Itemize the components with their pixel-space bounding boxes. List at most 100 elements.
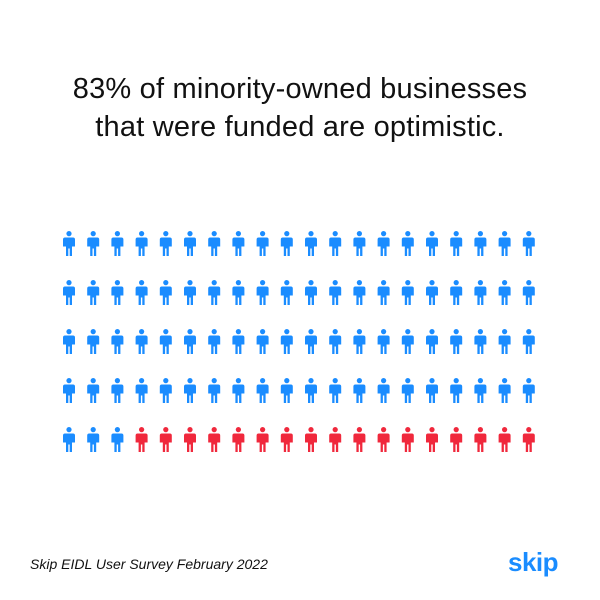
person-icon <box>401 427 414 452</box>
person-icon <box>498 329 511 354</box>
person-icon <box>498 427 511 452</box>
person-icon <box>159 427 172 452</box>
person-icon <box>135 329 148 354</box>
person-icon <box>377 427 390 452</box>
person-icon <box>256 280 269 305</box>
person-icon <box>63 378 75 403</box>
person-icon <box>305 378 317 403</box>
person-icon <box>305 231 317 256</box>
person-icon <box>87 378 100 403</box>
person-icon <box>474 378 487 403</box>
person-icon <box>450 231 463 256</box>
person-icon <box>401 280 414 305</box>
person-icon <box>280 378 293 403</box>
person-icon <box>208 231 221 256</box>
person-icon <box>135 427 148 452</box>
title-line-1: 83% of minority-owned businesses <box>72 73 528 105</box>
person-icon <box>522 329 535 354</box>
person-icon <box>111 378 124 403</box>
person-icon <box>522 280 535 305</box>
person-icon <box>280 329 293 354</box>
person-icon <box>377 378 390 403</box>
person-icon <box>208 329 221 354</box>
person-icon <box>377 280 390 305</box>
person-icon <box>426 427 438 452</box>
person-icon <box>111 231 124 256</box>
person-icon <box>159 329 172 354</box>
person-icon <box>184 231 196 256</box>
person-icon <box>63 231 75 256</box>
person-icon <box>256 329 269 354</box>
person-icon <box>232 427 245 452</box>
chart-title: 83% of minority-owned businesses that we… <box>0 70 600 146</box>
person-icon <box>329 231 342 256</box>
person-icon <box>401 231 414 256</box>
person-icon <box>111 280 124 305</box>
person-icon <box>159 231 172 256</box>
person-icon <box>184 427 196 452</box>
person-icon <box>426 231 438 256</box>
person-icon <box>256 427 269 452</box>
person-icon <box>353 280 366 305</box>
person-icon <box>353 378 366 403</box>
person-icon <box>208 378 221 403</box>
person-icon <box>522 378 535 403</box>
person-icon <box>305 280 317 305</box>
person-icon <box>280 280 293 305</box>
person-icon <box>111 427 124 452</box>
person-icon <box>232 231 245 256</box>
person-icon <box>426 329 438 354</box>
person-icon <box>450 427 463 452</box>
person-icon <box>329 329 342 354</box>
person-icon <box>353 427 366 452</box>
person-icon <box>87 427 100 452</box>
person-icon <box>522 231 535 256</box>
title-line-2: that were funded are optimistic. <box>95 111 505 143</box>
person-icon <box>87 231 100 256</box>
person-icon <box>63 329 75 354</box>
person-icon <box>305 427 317 452</box>
source-note: Skip EIDL User Survey February 2022 <box>30 556 268 572</box>
person-icon <box>87 280 100 305</box>
person-icon <box>474 427 487 452</box>
person-icon <box>498 231 511 256</box>
person-icon <box>232 329 245 354</box>
person-icon <box>426 280 438 305</box>
person-icon <box>329 280 342 305</box>
person-icon <box>377 329 390 354</box>
person-icon <box>401 378 414 403</box>
person-icon <box>135 231 148 256</box>
person-icon <box>208 280 221 305</box>
person-icon <box>426 378 438 403</box>
person-icon <box>450 280 463 305</box>
person-icon <box>353 329 366 354</box>
person-icon <box>135 378 148 403</box>
person-icon <box>63 427 75 452</box>
person-icon <box>232 280 245 305</box>
person-icon <box>63 280 75 305</box>
person-icon <box>87 329 100 354</box>
person-icon <box>280 427 293 452</box>
person-icon <box>184 280 196 305</box>
person-icon <box>159 378 172 403</box>
person-icon <box>450 329 463 354</box>
person-icon <box>377 231 390 256</box>
person-icon <box>474 231 487 256</box>
person-icon <box>184 329 196 354</box>
person-icon <box>474 329 487 354</box>
person-icon <box>498 280 511 305</box>
person-icon <box>329 427 342 452</box>
person-icon <box>159 280 172 305</box>
person-icon <box>184 378 196 403</box>
person-icon <box>498 378 511 403</box>
person-icon <box>401 329 414 354</box>
person-icon <box>305 329 317 354</box>
person-icon <box>256 378 269 403</box>
person-icon <box>280 231 293 256</box>
person-icon <box>474 280 487 305</box>
person-icon <box>256 231 269 256</box>
person-icon <box>135 280 148 305</box>
person-icon <box>329 378 342 403</box>
person-icon <box>353 231 366 256</box>
